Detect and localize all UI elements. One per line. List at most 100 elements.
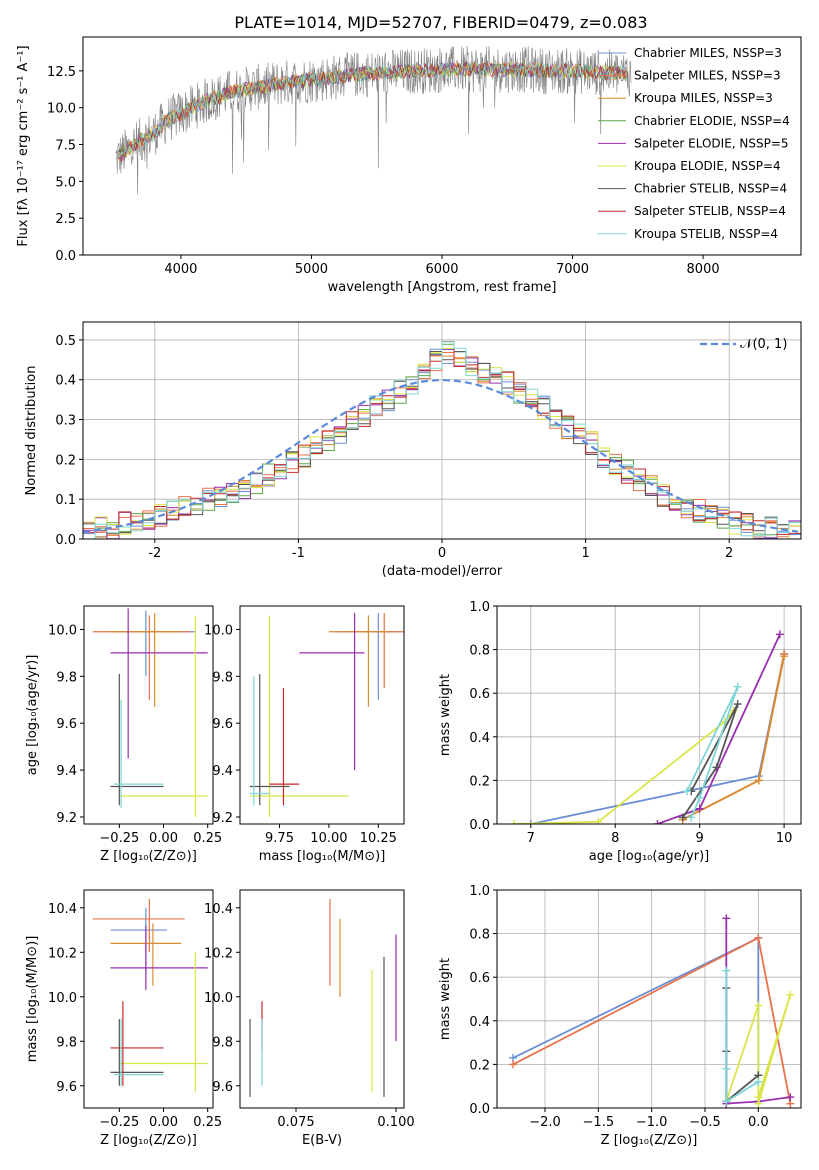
mass-weight-marker — [526, 820, 535, 824]
panel-massweight_vs_age: 7 8 9 10 0.0 0.2 0.4 0.6 0.8 1.0 age [log₁₀(age/yr… — [438, 600, 802, 864]
x-tick-label: 0.00 — [149, 1115, 178, 1130]
y-tick-label: 0.8 — [469, 928, 490, 943]
histogram-step — [94, 341, 801, 539]
legend-label: Salpeter ELODIE, NSSP=5 — [634, 136, 789, 150]
x-tick-label: −1.0 — [636, 1115, 668, 1130]
x-axis-label: wavelength [Angstrom, rest frame] — [328, 280, 557, 295]
axes-frame — [496, 889, 802, 1109]
mass-weight-marker — [780, 652, 789, 661]
y-tick-label: 7.5 — [55, 139, 76, 154]
y-tick-label: 0.6 — [469, 971, 490, 986]
x-tick-label: −0.5 — [689, 1115, 721, 1130]
x-tick-label: 0.25 — [193, 1115, 222, 1130]
y-tick-label: 9.4 — [56, 764, 77, 779]
mass-weight-marker — [722, 1097, 731, 1106]
y-tick-label: 10.4 — [204, 902, 233, 917]
mass-weight-line — [725, 970, 759, 1104]
mass-weight-marker — [733, 700, 742, 709]
panel-massweight_vs_Z: −2.0 −1.5 −1.0 −0.5 0.0 0.0 0.2 0.4 0.6 0.8 1.0 Z [… — [438, 884, 802, 1148]
plot-area — [83, 341, 801, 539]
mass-weight-line — [686, 686, 739, 818]
x-tick-label: -2 — [148, 546, 161, 561]
y-tick-label: 9.6 — [212, 717, 233, 732]
mass-weight-marker — [786, 990, 795, 999]
figure-title: PLATE=1014, MJD=52707, FIBERID=0479, z=0… — [234, 13, 647, 32]
y-tick-label: 9.6 — [212, 1080, 233, 1095]
x-tick-label: −1.5 — [583, 1115, 615, 1130]
plot-area — [509, 630, 789, 824]
mass-weight-marker — [775, 630, 784, 639]
mass-weight-marker — [683, 787, 691, 796]
mass-weight-line — [512, 936, 760, 1076]
y-tick-label: 2.5 — [55, 212, 76, 227]
x-tick-label: 0 — [438, 546, 446, 561]
x-tick-label: 4000 — [164, 262, 197, 277]
y-axis-label: mass weight — [438, 958, 453, 1040]
mass-weight-marker — [754, 1001, 763, 1010]
x-tick-label: 1 — [581, 546, 589, 561]
legend-label: Chabrier STELIB, NSSP=4 — [634, 182, 787, 196]
x-tick-label: 8 — [611, 831, 619, 846]
legend-label: Chabrier MILES, NSSP=3 — [634, 46, 782, 60]
x-tick-label: −0.25 — [99, 1115, 139, 1130]
mass-weight-marker — [653, 820, 662, 824]
y-tick-label: 9.2 — [56, 811, 77, 826]
panel-residuals: -2 -1 0 1 2 0.0 0.1 0.2 0.3 0.4 0.5 (data-model)/er… — [24, 321, 802, 579]
y-tick-label: 10.0 — [204, 991, 233, 1006]
y-tick-label: 9.6 — [56, 717, 77, 732]
y-tick-label: 0.5 — [55, 334, 76, 349]
x-tick-label: 0.25 — [193, 831, 222, 846]
mass-weight-marker — [754, 776, 763, 785]
y-tick-label: 0.2 — [55, 453, 76, 468]
y-tick-label: 0.2 — [469, 1058, 490, 1073]
model-fit-line — [117, 61, 628, 160]
mass-weight-marker — [754, 1093, 763, 1102]
panel-age_vs_Z: −0.25 0.00 0.25 9.2 9.4 9.6 9.8 10.0 Z [log₁₀(Z/… — [25, 605, 222, 864]
x-tick-label: 10 — [776, 831, 793, 846]
mass-weight-line — [513, 710, 735, 824]
x-tick-label: 10.00 — [310, 831, 347, 846]
y-axis-label: mass [log₁₀(M/M⊙)] — [25, 936, 40, 1063]
x-axis-label: E(B-V) — [302, 1133, 342, 1148]
x-tick-label: 0.075 — [277, 1115, 314, 1130]
y-tick-label: 1.0 — [469, 884, 490, 899]
mass-weight-marker — [509, 820, 518, 824]
y-tick-label: 9.8 — [212, 670, 233, 685]
mass-weight-marker — [695, 793, 704, 802]
plot-area — [249, 898, 397, 1097]
mass-weight-marker — [733, 682, 742, 691]
y-tick-label: 10.0 — [48, 623, 77, 638]
y-tick-label: 0.8 — [469, 644, 490, 659]
y-tick-label: 0.0 — [469, 818, 490, 833]
axes-frame — [496, 605, 802, 825]
plot-area — [115, 45, 632, 195]
gaussian-curve — [83, 379, 799, 534]
y-tick-label: 5.0 — [55, 175, 76, 190]
y-tick-label: 10.0 — [48, 991, 77, 1006]
model-fit-line — [117, 61, 628, 160]
axes-frame — [83, 889, 214, 1109]
y-tick-label: 9.4 — [212, 764, 233, 779]
mass-weight-line — [682, 703, 739, 819]
panel-mass_vs_ebv: 0.075 0.100 9.6 9.8 10.0 10.2 10.4 E(B-V) — [204, 889, 415, 1148]
y-tick-label: 0.1 — [55, 493, 76, 508]
y-tick-label: 9.8 — [212, 1035, 233, 1050]
y-tick-label: 0.6 — [469, 687, 490, 702]
y-tick-label: 10.0 — [204, 623, 233, 638]
y-tick-label: 9.6 — [56, 1080, 77, 1095]
y-tick-label: 0.0 — [55, 249, 76, 264]
x-axis-label: (data-model)/error — [382, 564, 503, 579]
x-tick-label: 5000 — [295, 262, 328, 277]
panel-mass_vs_Z: −0.25 0.00 0.25 9.6 9.8 10.0 10.2 10.4 Z [log₁₀(… — [25, 889, 222, 1148]
x-tick-label: 0.0 — [748, 1115, 769, 1130]
mass-weight-line — [657, 633, 781, 824]
y-axis-label: Flux [fλ 10⁻¹⁷ erg cm⁻² s⁻¹ A⁻¹] — [16, 45, 31, 246]
mass-weight-line — [530, 653, 785, 824]
y-axis-label: mass weight — [438, 674, 453, 756]
legend-label: Salpeter MILES, NSSP=3 — [634, 69, 781, 83]
mass-weight-marker — [722, 1064, 731, 1073]
plot-area — [92, 608, 208, 817]
mass-weight-marker — [678, 813, 687, 822]
mass-weight-marker — [509, 1060, 517, 1069]
